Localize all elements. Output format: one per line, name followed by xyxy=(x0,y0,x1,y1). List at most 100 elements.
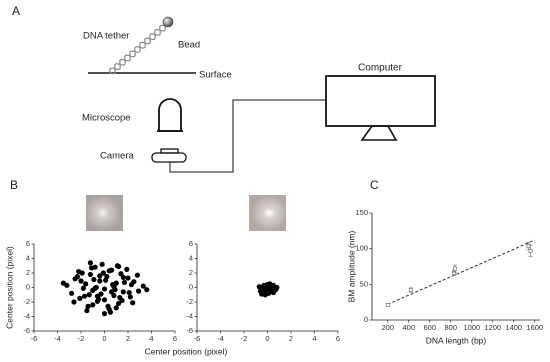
point xyxy=(526,243,531,248)
y-axis-label: Center position (pixel) xyxy=(4,246,14,329)
point xyxy=(97,273,103,279)
point xyxy=(106,268,112,274)
x-tick-label: 6 xyxy=(336,334,340,343)
point xyxy=(113,305,119,311)
x-tick-label: -2 xyxy=(241,334,248,343)
x-axis-label: Center position (pixel) xyxy=(145,346,228,356)
diagram-label: DNA tether xyxy=(83,31,129,42)
x-tick-label: 4 xyxy=(149,334,153,343)
point xyxy=(126,289,132,296)
diagram-label: Microscope xyxy=(82,113,131,124)
point xyxy=(270,289,276,296)
x-tick-label: -2 xyxy=(78,334,85,343)
y-tick-label: 0 xyxy=(26,282,30,291)
y-tick-label: 2 xyxy=(189,268,193,277)
x-tick-label: 600 xyxy=(423,323,436,332)
point xyxy=(69,290,75,296)
x-tick-label: -6 xyxy=(31,334,38,343)
camera xyxy=(151,152,187,163)
dna-helix xyxy=(109,24,166,75)
point xyxy=(91,276,97,283)
x-tick-label: -4 xyxy=(217,334,224,343)
point xyxy=(451,270,456,275)
point xyxy=(130,300,136,306)
point xyxy=(101,286,108,292)
x-axis-label: DNA length (bp) xyxy=(426,335,487,345)
bead-image xyxy=(249,195,286,231)
y-tick-label: 0 xyxy=(364,315,368,324)
point xyxy=(101,311,108,317)
dna-strand xyxy=(109,24,166,74)
point xyxy=(90,302,96,308)
point xyxy=(120,289,126,295)
point xyxy=(121,279,128,286)
y-tick-label: 50 xyxy=(360,279,368,288)
x-tick-label: 800 xyxy=(444,323,457,332)
point xyxy=(76,268,82,275)
point xyxy=(71,299,77,305)
x-tick-label: 0 xyxy=(265,334,269,343)
y-tick-label: 150 xyxy=(355,208,368,217)
point xyxy=(103,277,109,283)
point xyxy=(134,272,140,278)
dna-strand xyxy=(109,25,166,75)
y-tick-label: -4 xyxy=(186,311,193,320)
point xyxy=(80,285,86,291)
point xyxy=(78,278,84,284)
point xyxy=(97,278,103,284)
x-tick-label: 2 xyxy=(289,334,293,343)
x-tick-label: 6 xyxy=(173,334,177,343)
point xyxy=(84,308,90,314)
x-tick-label: 2 xyxy=(126,334,130,343)
fit-line xyxy=(387,239,535,305)
point xyxy=(111,284,117,290)
x-tick-label: 4 xyxy=(312,334,316,343)
diagram-label: Surface xyxy=(199,70,232,81)
point xyxy=(385,303,390,307)
point xyxy=(86,292,92,298)
x-tick-label: -4 xyxy=(54,334,61,343)
point xyxy=(88,265,95,271)
point xyxy=(100,270,106,276)
microscope xyxy=(158,98,182,132)
point xyxy=(140,283,146,289)
y-tick-label: 4 xyxy=(189,253,193,262)
panel-label: A xyxy=(12,4,20,18)
x-tick-label: 1200 xyxy=(484,323,501,332)
bead xyxy=(162,16,174,28)
point xyxy=(262,292,268,298)
point xyxy=(117,295,123,301)
point xyxy=(116,263,122,270)
point xyxy=(60,280,66,286)
monitor xyxy=(325,75,436,127)
point xyxy=(408,288,413,292)
point xyxy=(267,281,273,287)
panel-label: C xyxy=(370,178,379,192)
point xyxy=(263,286,269,292)
diagram-label: Computer xyxy=(358,63,403,74)
point xyxy=(120,274,126,280)
point xyxy=(81,293,88,299)
y-tick-label: -2 xyxy=(186,297,193,306)
point xyxy=(99,261,105,267)
point xyxy=(128,282,135,288)
x-tick-label: 1400 xyxy=(505,323,522,332)
diagram-label: Bead xyxy=(178,40,200,51)
point xyxy=(101,297,108,303)
point xyxy=(135,288,142,294)
y-tick-label: 0 xyxy=(189,282,193,291)
bead-image xyxy=(86,195,123,231)
y-tick-label: -2 xyxy=(23,297,30,306)
point xyxy=(127,294,133,300)
point xyxy=(144,287,150,293)
point xyxy=(124,266,130,272)
point xyxy=(528,248,533,253)
monitor-stand xyxy=(360,125,398,141)
point xyxy=(92,285,98,291)
point xyxy=(105,303,111,309)
y-tick-label: -6 xyxy=(23,326,30,335)
cable xyxy=(169,99,326,173)
point xyxy=(74,274,81,280)
point xyxy=(107,309,113,315)
